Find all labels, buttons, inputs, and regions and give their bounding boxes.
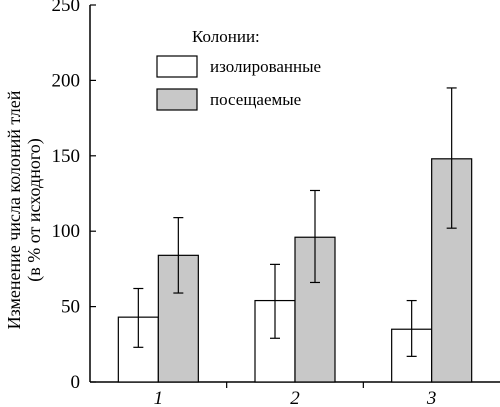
y-tick-label: 0: [71, 372, 81, 393]
y-axis-label-line2: (в % от исходного): [24, 138, 45, 282]
y-axis-label-line1: Изменение числа колоний тлей: [4, 90, 24, 329]
legend-swatch-isolated: [156, 55, 198, 78]
bars: [117, 87, 473, 383]
y-tick-label: 250: [52, 0, 81, 16]
y-tick-label: 200: [52, 70, 81, 91]
legend-label-visited: посещаемые: [210, 90, 301, 109]
y-tick-label: 100: [52, 221, 81, 242]
x-category-label: 3: [426, 388, 437, 407]
legend: Колонии: изолированные посещаемые: [156, 27, 321, 111]
legend-label-isolated: изолированные: [210, 57, 321, 76]
legend-title: Колонии:: [192, 27, 260, 46]
x-category-label: 2: [290, 388, 300, 407]
legend-swatch-visited: [156, 88, 198, 111]
x-category-label: 1: [154, 388, 164, 407]
y-tick-label: 50: [61, 297, 80, 318]
y-axis-label: Изменение числа колоний тлей (в % от исх…: [4, 90, 45, 329]
y-tick-label: 150: [52, 146, 81, 167]
